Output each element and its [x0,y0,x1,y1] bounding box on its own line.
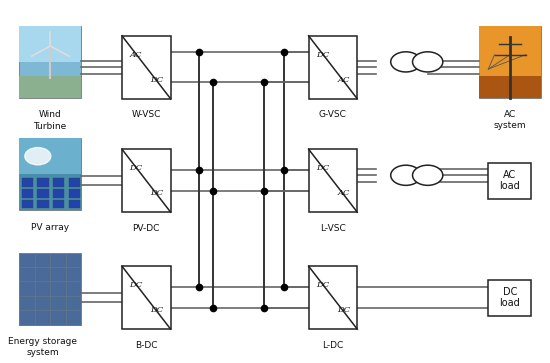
FancyBboxPatch shape [53,178,64,187]
Text: Energy storage
system: Energy storage system [8,337,77,357]
Text: L-DC: L-DC [322,341,344,350]
FancyBboxPatch shape [19,138,81,210]
FancyBboxPatch shape [19,26,81,62]
FancyBboxPatch shape [37,200,48,208]
Text: PV-DC: PV-DC [133,224,160,233]
Circle shape [390,52,421,72]
Text: DC: DC [129,281,142,289]
Text: AC
system: AC system [493,110,526,130]
FancyBboxPatch shape [19,138,81,174]
FancyBboxPatch shape [37,189,48,197]
Circle shape [412,52,443,72]
Text: DC: DC [316,281,329,289]
FancyBboxPatch shape [69,189,80,197]
Text: DC: DC [151,76,163,84]
Text: DC: DC [151,189,163,197]
Text: DC: DC [129,164,142,172]
Text: AC
load: AC load [499,170,520,191]
Text: G-VSC: G-VSC [319,110,347,119]
FancyBboxPatch shape [122,266,170,329]
FancyBboxPatch shape [69,200,80,208]
FancyBboxPatch shape [22,189,33,197]
Text: L-VSC: L-VSC [320,224,346,233]
Text: DC: DC [337,306,350,314]
FancyBboxPatch shape [19,26,81,98]
Text: AC: AC [338,76,350,84]
FancyBboxPatch shape [479,26,541,76]
Circle shape [25,147,51,165]
FancyBboxPatch shape [69,178,80,187]
FancyBboxPatch shape [37,178,48,187]
FancyBboxPatch shape [479,26,541,98]
Text: DC: DC [316,164,329,172]
FancyBboxPatch shape [488,280,531,316]
FancyBboxPatch shape [122,149,170,212]
FancyBboxPatch shape [19,253,81,325]
Text: AC: AC [129,51,142,59]
Circle shape [390,165,421,185]
FancyBboxPatch shape [479,76,541,98]
FancyBboxPatch shape [309,266,358,329]
Text: PV array: PV array [31,223,69,232]
Text: W-VSC: W-VSC [131,110,161,119]
FancyBboxPatch shape [122,36,170,99]
FancyBboxPatch shape [53,200,64,208]
FancyBboxPatch shape [488,163,531,199]
FancyBboxPatch shape [22,178,33,187]
Circle shape [412,165,443,185]
FancyBboxPatch shape [309,149,358,212]
Text: DC: DC [151,306,163,314]
Text: DC: DC [316,51,329,59]
FancyBboxPatch shape [19,76,81,98]
Text: DC
load: DC load [499,287,520,309]
FancyBboxPatch shape [53,189,64,197]
Text: Wind
Turbine: Wind Turbine [34,110,67,131]
FancyBboxPatch shape [22,200,33,208]
Text: B-DC: B-DC [135,341,157,350]
Text: AC: AC [338,189,350,197]
FancyBboxPatch shape [309,36,358,99]
